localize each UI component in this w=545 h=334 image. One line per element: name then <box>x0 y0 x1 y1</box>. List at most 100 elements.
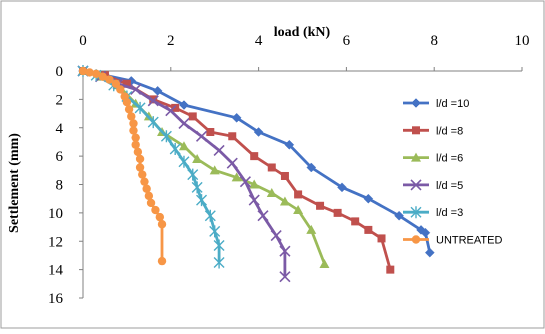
data-point <box>394 210 404 221</box>
legend-entry: UNTREATED <box>403 235 502 247</box>
series-line <box>82 69 287 277</box>
data-point <box>196 194 208 207</box>
x-axis-title: load (kN) <box>274 25 331 40</box>
legend-swatch-marker <box>410 179 422 191</box>
legend-entry: l/d =6 <box>403 152 463 165</box>
legend-label: l/d =3 <box>436 207 463 219</box>
legend-entry: l/d =10 <box>403 98 469 110</box>
data-point <box>279 271 291 283</box>
x-tick-label: 8 <box>430 33 438 49</box>
data-point <box>122 79 131 88</box>
x-tick-label: 0 <box>79 33 87 49</box>
data-point <box>135 163 145 172</box>
data-point <box>131 140 140 149</box>
data-point <box>142 184 151 193</box>
x-tick-label: 4 <box>255 33 263 49</box>
legend-label: l/d =8 <box>436 125 463 137</box>
data-point <box>78 66 88 76</box>
data-point <box>239 176 251 188</box>
data-point <box>337 182 347 193</box>
data-point <box>131 133 140 142</box>
legend-swatch-marker <box>412 126 420 135</box>
legend-swatch-marker <box>410 206 422 219</box>
data-point <box>91 69 101 79</box>
data-point <box>111 79 121 88</box>
data-point <box>279 196 290 206</box>
data-point <box>171 103 180 112</box>
data-point <box>138 170 147 179</box>
data-point <box>279 245 291 257</box>
y-tick-label: 6 <box>56 149 64 165</box>
data-point <box>105 75 114 84</box>
data-point <box>228 132 237 141</box>
y-tick-label: 12 <box>48 234 63 250</box>
data-point <box>135 154 145 164</box>
data-point <box>116 85 125 94</box>
y-tick-label: 0 <box>56 64 64 80</box>
data-point <box>424 247 435 258</box>
data-point <box>165 105 177 117</box>
data-point <box>209 225 221 238</box>
data-point <box>231 112 242 123</box>
legend-label: UNTREATED <box>436 235 502 247</box>
legend-label: l/d =6 <box>436 153 463 165</box>
data-point <box>306 162 317 173</box>
data-point <box>169 143 181 156</box>
data-point <box>178 155 190 168</box>
data-point <box>363 193 374 204</box>
data-point <box>195 130 208 142</box>
data-point <box>160 130 172 143</box>
data-point <box>213 239 225 252</box>
data-point <box>204 209 216 222</box>
data-point <box>364 225 373 234</box>
y-axis-title: Settlement (mm) <box>7 133 22 233</box>
x-tick-label: 10 <box>515 33 530 49</box>
legend-swatch-marker <box>411 235 421 244</box>
data-point <box>157 256 167 266</box>
data-point <box>147 116 159 129</box>
data-point <box>306 224 317 234</box>
data-point <box>129 126 138 135</box>
y-tick-label: 16 <box>48 291 64 307</box>
data-point <box>133 147 143 157</box>
data-point <box>253 127 264 137</box>
data-point <box>284 139 295 150</box>
data-point <box>191 181 203 194</box>
data-point <box>122 98 132 107</box>
legend-entry: l/d =5 <box>403 179 463 192</box>
y-tick-label: 10 <box>48 206 63 222</box>
legend: l/d =10 l/d =8 l/d =6 l/d =5 l/d =3 UNTREATED <box>403 98 502 247</box>
data-point <box>319 258 330 268</box>
data-point <box>146 198 156 208</box>
data-point <box>134 101 146 114</box>
series-layer <box>77 65 435 283</box>
y-tick-label: 14 <box>48 263 64 279</box>
x-tick-label: 2 <box>167 33 175 49</box>
legend-label: l/d =5 <box>436 180 463 192</box>
data-point <box>147 95 159 107</box>
data-point <box>85 68 94 77</box>
data-point <box>293 205 304 215</box>
data-point <box>351 217 360 226</box>
data-point <box>155 212 165 222</box>
data-point <box>257 210 269 222</box>
data-point <box>213 144 225 157</box>
data-point <box>140 177 149 186</box>
data-point <box>280 171 289 180</box>
data-point <box>333 208 342 217</box>
data-point <box>420 227 431 238</box>
data-point <box>178 141 189 151</box>
data-point <box>267 163 276 172</box>
legend-swatch-marker <box>411 152 421 162</box>
data-point <box>209 165 220 175</box>
data-point <box>249 179 260 189</box>
data-point <box>188 112 197 121</box>
data-point <box>248 194 260 206</box>
legend-entry: l/d =8 <box>403 125 463 137</box>
series-5 <box>78 66 167 266</box>
legend-entry: l/d =3 <box>403 206 463 219</box>
data-point <box>151 205 160 215</box>
data-point <box>294 190 303 199</box>
